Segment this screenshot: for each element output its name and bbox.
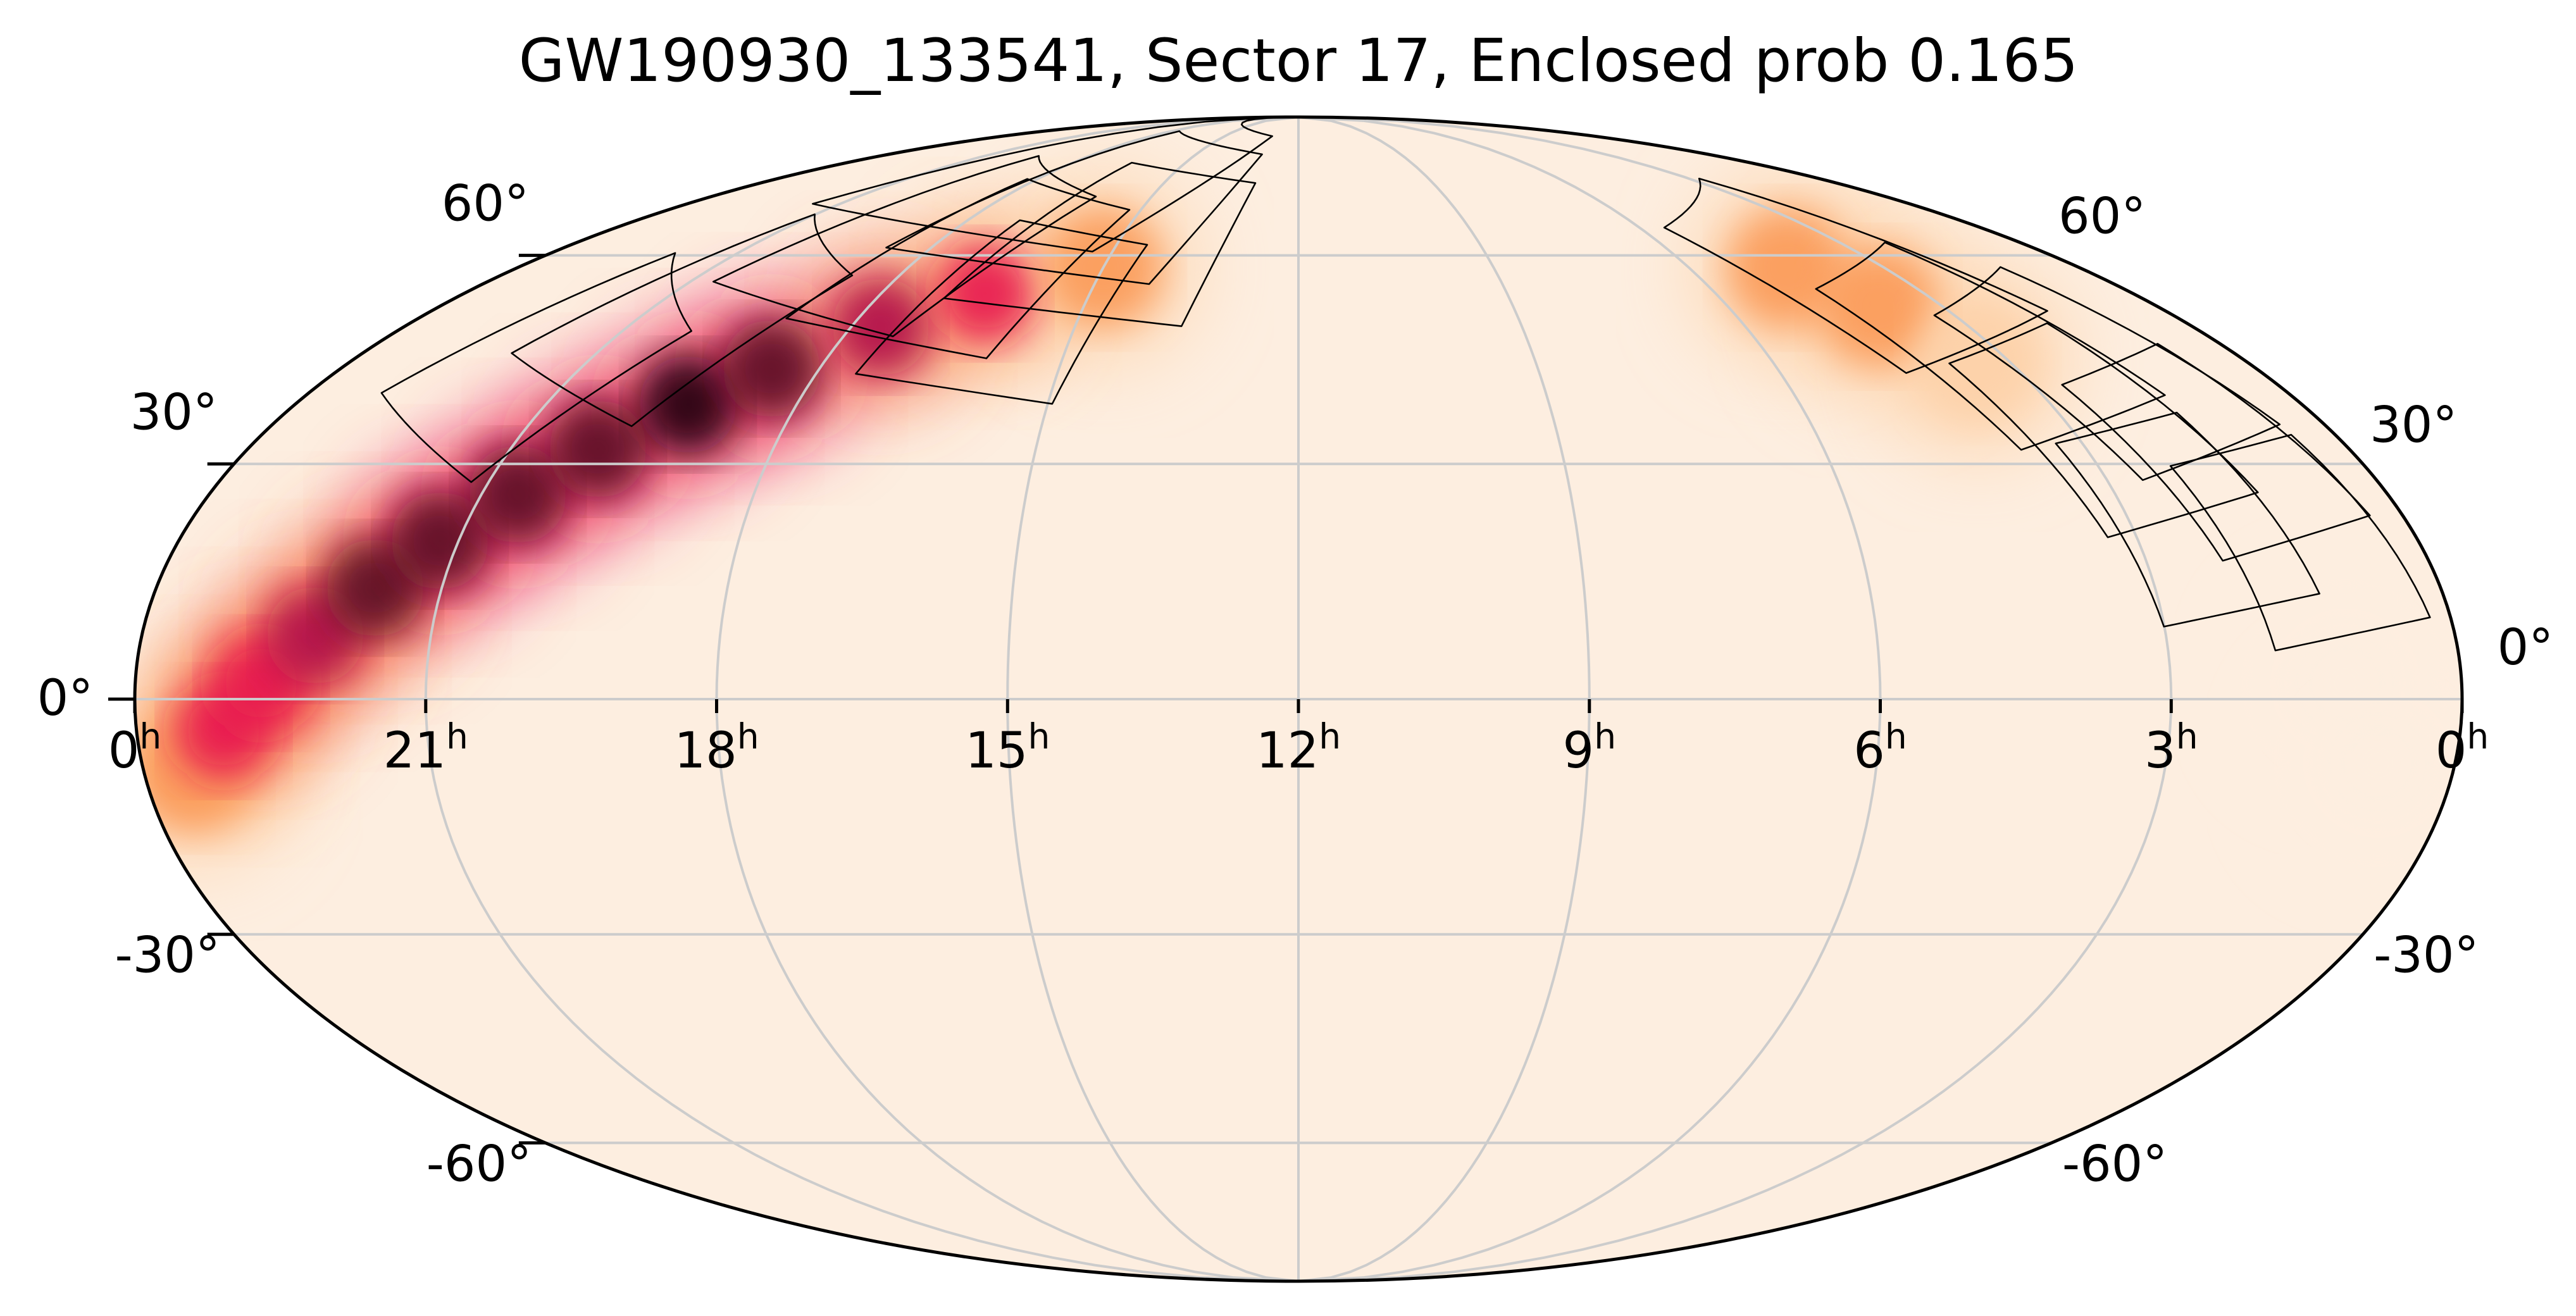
ra-tick-label: 3h [2144, 716, 2198, 779]
heatmap-cell [936, 244, 1035, 343]
ra-tick-label: 18h [674, 716, 759, 779]
heatmap-cell [390, 491, 490, 590]
axis-ticks: 0h 21h 18h 15h 12h 9h 6h 3h 0h 60° 60° 30° 30° 0° 0° -3… [37, 176, 2554, 1193]
dec-tick-label-right: 30° [2370, 397, 2457, 454]
ccd-footprint [380, 252, 692, 483]
heatmap-cell [831, 277, 931, 376]
heatmap-cell [1726, 208, 1847, 328]
ra-tick-label: 12h [1256, 716, 1341, 779]
heatmap-cell [1818, 246, 1939, 367]
dec-tick-label-left: 30° [130, 384, 218, 441]
ccd-footprint [855, 219, 1148, 405]
ccd-footprint [712, 155, 1097, 337]
ccd-footprint [885, 130, 1263, 285]
dec-tick-label-left: 60° [442, 176, 529, 233]
heatmap-cell [2318, 702, 2439, 823]
heatmap-cell [549, 399, 647, 499]
ra-tick-label: 21h [383, 716, 468, 779]
heatmap-cell [468, 445, 568, 544]
dec-tick-label-right: -30° [2374, 928, 2479, 984]
dec-tick-label-left: -60° [426, 1136, 532, 1193]
heatmap-cell [722, 319, 821, 418]
ccd-footprint [511, 213, 854, 427]
ra-tick-label: 9h [1563, 716, 1617, 779]
ccd-footprint [2061, 343, 2371, 562]
dec-tick-label-right: 0° [2498, 619, 2554, 676]
ccd-footprint [785, 178, 1131, 359]
probability-heatmap [135, 173, 2462, 866]
ccd-footprint [1933, 266, 2281, 481]
ccd-footprint [1663, 177, 2048, 374]
ra-tick-label: 0h [2436, 716, 2489, 779]
heatmap-cell [638, 355, 738, 454]
ccd-footprint [2055, 411, 2320, 628]
ccd-footprint [1815, 241, 2166, 451]
dec-tick-label-left: -30° [115, 928, 220, 984]
dec-tick-label-right: -60° [2062, 1136, 2167, 1193]
ccd-footprint [1948, 322, 2259, 538]
plot-title: GW190930_133541, Sector 17, Enclosed pro… [519, 27, 2079, 96]
dec-tick-label-right: 60° [2058, 189, 2146, 245]
ra-tick-label: 15h [965, 716, 1050, 779]
ra-tick-label: 0h [108, 716, 162, 779]
ra-tick-label: 6h [1853, 716, 1907, 779]
dec-tick-label-left: 0° [37, 670, 94, 727]
ccd-footprint [943, 161, 1257, 327]
